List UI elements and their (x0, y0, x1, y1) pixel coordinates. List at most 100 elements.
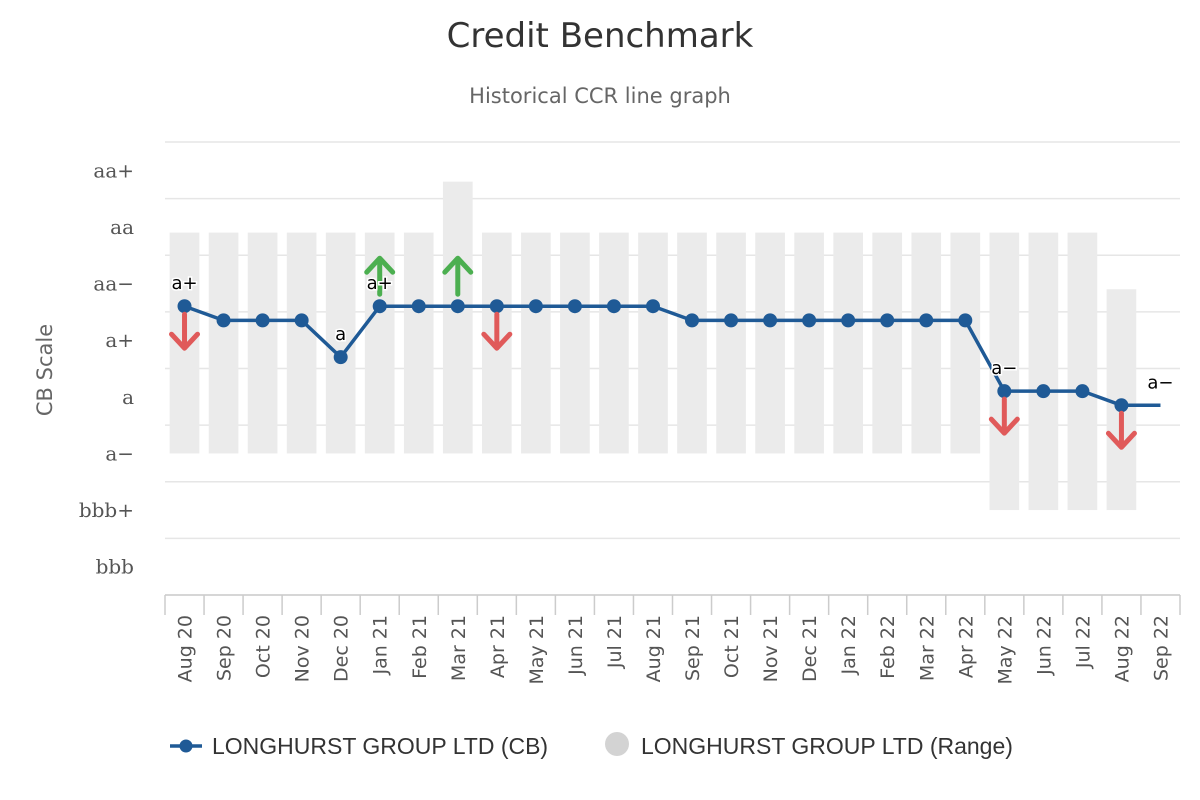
legend-item-cb[interactable]: LONGHURST GROUP LTD (CB) (170, 733, 548, 759)
data-point (802, 313, 817, 328)
x-tick-label: Jan 21 (370, 615, 392, 676)
x-tick-label: Feb 21 (409, 615, 431, 679)
arrow-head (1105, 430, 1137, 450)
range-bar (833, 232, 864, 454)
gridlines (165, 141, 1180, 596)
arrow-up-icon (364, 255, 396, 297)
y-tick-label: bbb (96, 555, 134, 579)
range-bar (286, 232, 317, 454)
range-bar (872, 232, 903, 454)
range-bar (911, 232, 942, 454)
range-bar (950, 232, 981, 454)
legend-cb-marker (179, 739, 193, 753)
x-tick-label: Jun 22 (1033, 615, 1055, 676)
arrow-up-icon (442, 255, 474, 297)
arrow-head (364, 255, 396, 275)
data-point (372, 299, 387, 314)
data-point (958, 313, 973, 328)
data-label: a− (1147, 372, 1173, 393)
data-labels: a+ a a+ a− a− (170, 272, 1175, 395)
data-point (1075, 384, 1090, 399)
arrow-down-icon (1105, 410, 1137, 450)
arrow-head (988, 416, 1020, 436)
range-bar (755, 232, 785, 454)
legend-range-marker (605, 732, 629, 756)
data-point (841, 313, 856, 328)
x-tick-label: Jul 22 (1072, 615, 1094, 669)
arrow-down-icon (169, 311, 201, 351)
x-tick-label: May 22 (994, 615, 1016, 685)
x-tick-label: Dec 20 (331, 615, 353, 682)
x-tick-label: Apr 21 (487, 615, 509, 678)
data-label: a+ (367, 273, 393, 294)
data-point (255, 313, 270, 328)
x-axis: Aug 20 Sep 20 Oct 20 Nov 20 Dec 20 Jan 21 Feb … (164, 594, 1181, 685)
x-tick-label: Aug 20 (175, 615, 197, 682)
x-tick-label: Apr 22 (955, 615, 977, 678)
data-point (685, 313, 700, 328)
legend: LONGHURST GROUP LTD (CB) LONGHURST GROUP… (170, 732, 1013, 759)
range-bar (1067, 232, 1098, 511)
data-point (411, 299, 426, 314)
chart-subtitle: Historical CCR line graph (469, 84, 731, 108)
range-bar (599, 232, 629, 454)
y-tick-label: aa− (93, 272, 134, 296)
cb-series (177, 299, 1161, 413)
x-tick-label: Mar 21 (448, 615, 470, 681)
arrow-down-icon (481, 311, 513, 351)
range-bar (442, 181, 473, 454)
data-label: a (335, 324, 346, 345)
data-point (880, 313, 895, 328)
data-point (177, 299, 192, 314)
x-tick-label: Jun 21 (565, 615, 587, 676)
x-tick-label: Jan 22 (838, 615, 860, 676)
range-bar (521, 232, 551, 454)
data-point (606, 299, 621, 314)
y-tick-label: aa (110, 215, 134, 239)
data-point (450, 299, 465, 314)
x-tick-label: Nov 21 (760, 615, 782, 682)
x-tick-label: Oct 20 (253, 615, 275, 678)
range-bar (1028, 232, 1059, 511)
legend-item-range[interactable]: LONGHURST GROUP LTD (Range) (605, 732, 1013, 759)
arrow-head (481, 331, 513, 351)
data-point (216, 313, 231, 328)
range-bar (247, 232, 278, 454)
x-tick-label: Jul 21 (604, 615, 626, 669)
range-bar (794, 232, 824, 454)
y-tick-label: bbb+ (79, 498, 134, 522)
chart-title: Credit Benchmark (447, 16, 754, 56)
data-point (1036, 384, 1051, 399)
range-bar (560, 232, 590, 454)
range-bar (638, 232, 668, 454)
x-tick-label: Aug 22 (1111, 615, 1133, 682)
series-line (183, 304, 1161, 408)
data-point (294, 313, 309, 328)
range-bar (677, 232, 707, 454)
data-label: a+ (171, 273, 197, 294)
data-point (567, 299, 582, 314)
data-point (919, 313, 934, 328)
change-arrows (169, 255, 1137, 450)
data-point (489, 299, 504, 314)
x-tick-label: May 21 (526, 615, 548, 685)
arrow-down-icon (988, 396, 1020, 436)
x-tick-label: Mar 22 (916, 615, 938, 681)
range-bar (716, 232, 746, 454)
x-tick-label: Aug 21 (643, 615, 665, 682)
y-tick-label: a− (105, 441, 134, 465)
y-tick-label: a (122, 385, 134, 409)
range-bar (403, 232, 434, 454)
x-tick-label: Sep 22 (1150, 615, 1172, 681)
data-point (1114, 398, 1129, 413)
x-tick-label: Oct 21 (721, 615, 743, 678)
x-tick-label: Dec 21 (799, 615, 821, 682)
data-point (724, 313, 739, 328)
x-tick-label: Sep 21 (682, 615, 704, 681)
arrow-head (169, 331, 201, 351)
data-point (333, 350, 348, 365)
data-point (997, 384, 1012, 399)
range-bar (208, 232, 239, 454)
